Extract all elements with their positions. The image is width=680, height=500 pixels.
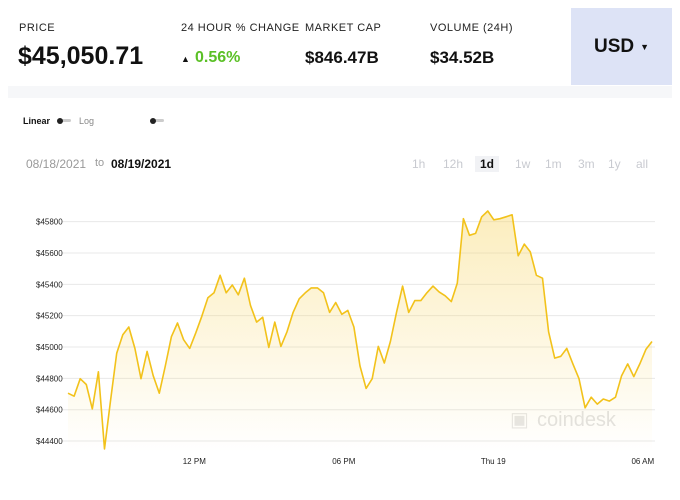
price-line (67, 210, 653, 450)
date-separator: to (95, 157, 105, 169)
timeframe-button[interactable]: 1h (412, 157, 426, 171)
change: 0.56% (195, 49, 241, 66)
linear-option[interactable]: Linear (23, 116, 51, 126)
separator (8, 86, 672, 98)
log-option[interactable]: Log (79, 116, 95, 126)
area (68, 211, 652, 452)
date-to[interactable]: 08/19/2021 (111, 157, 172, 171)
watermark-icon: ▣ (510, 409, 529, 431)
currency: USD (593, 35, 635, 57)
y-tick-label: $45600 (36, 249, 63, 258)
timeframe-button[interactable]: 1y (608, 157, 621, 171)
volume: $34.52B (430, 48, 495, 67)
x-tick-label: 06 AM (631, 457, 654, 466)
toggle[interactable] (57, 117, 71, 124)
up-arrow: ▲ (181, 54, 190, 64)
change-label: 24 HOUR % CHANGE (181, 22, 300, 34)
dropdown-caret: ▼ (640, 41, 650, 52)
timeframe-button[interactable]: 1d (475, 156, 500, 172)
market-cap-label: MARKET CAP (305, 22, 382, 34)
y-tick-label: $45000 (36, 343, 63, 352)
y-tick-label: $45200 (36, 312, 63, 321)
timeframe-button[interactable]: 3m (578, 157, 595, 171)
market-cap: $846.47B (305, 48, 379, 67)
toggle[interactable] (150, 117, 164, 124)
x-tick-label: 12 PM (183, 457, 206, 466)
date-from[interactable]: 08/18/2021 (26, 157, 87, 171)
timeframe-button[interactable]: all (636, 157, 649, 171)
price: $45,050.71 (18, 42, 144, 70)
volume-label: VOLUME (24H) (430, 22, 514, 34)
x-tick-label: 06 PM (332, 457, 355, 466)
x-tick-label: Thu 19 (481, 457, 506, 466)
y-tick-label: $44800 (36, 374, 63, 383)
y-tick-label: $45400 (36, 280, 63, 289)
timeframe-button[interactable]: 1w (515, 157, 531, 171)
y-tick-label: $44600 (36, 406, 63, 415)
y-tick-label: $44400 (36, 437, 63, 446)
timeframe-button[interactable]: 12h (443, 157, 464, 171)
price-label: PRICE (19, 22, 56, 34)
currency-select[interactable]: USD ▼ (571, 8, 672, 85)
y-tick-label: $45800 (36, 218, 63, 227)
watermark: coindesk (537, 409, 617, 431)
timeframe-button[interactable]: 1m (545, 157, 562, 171)
